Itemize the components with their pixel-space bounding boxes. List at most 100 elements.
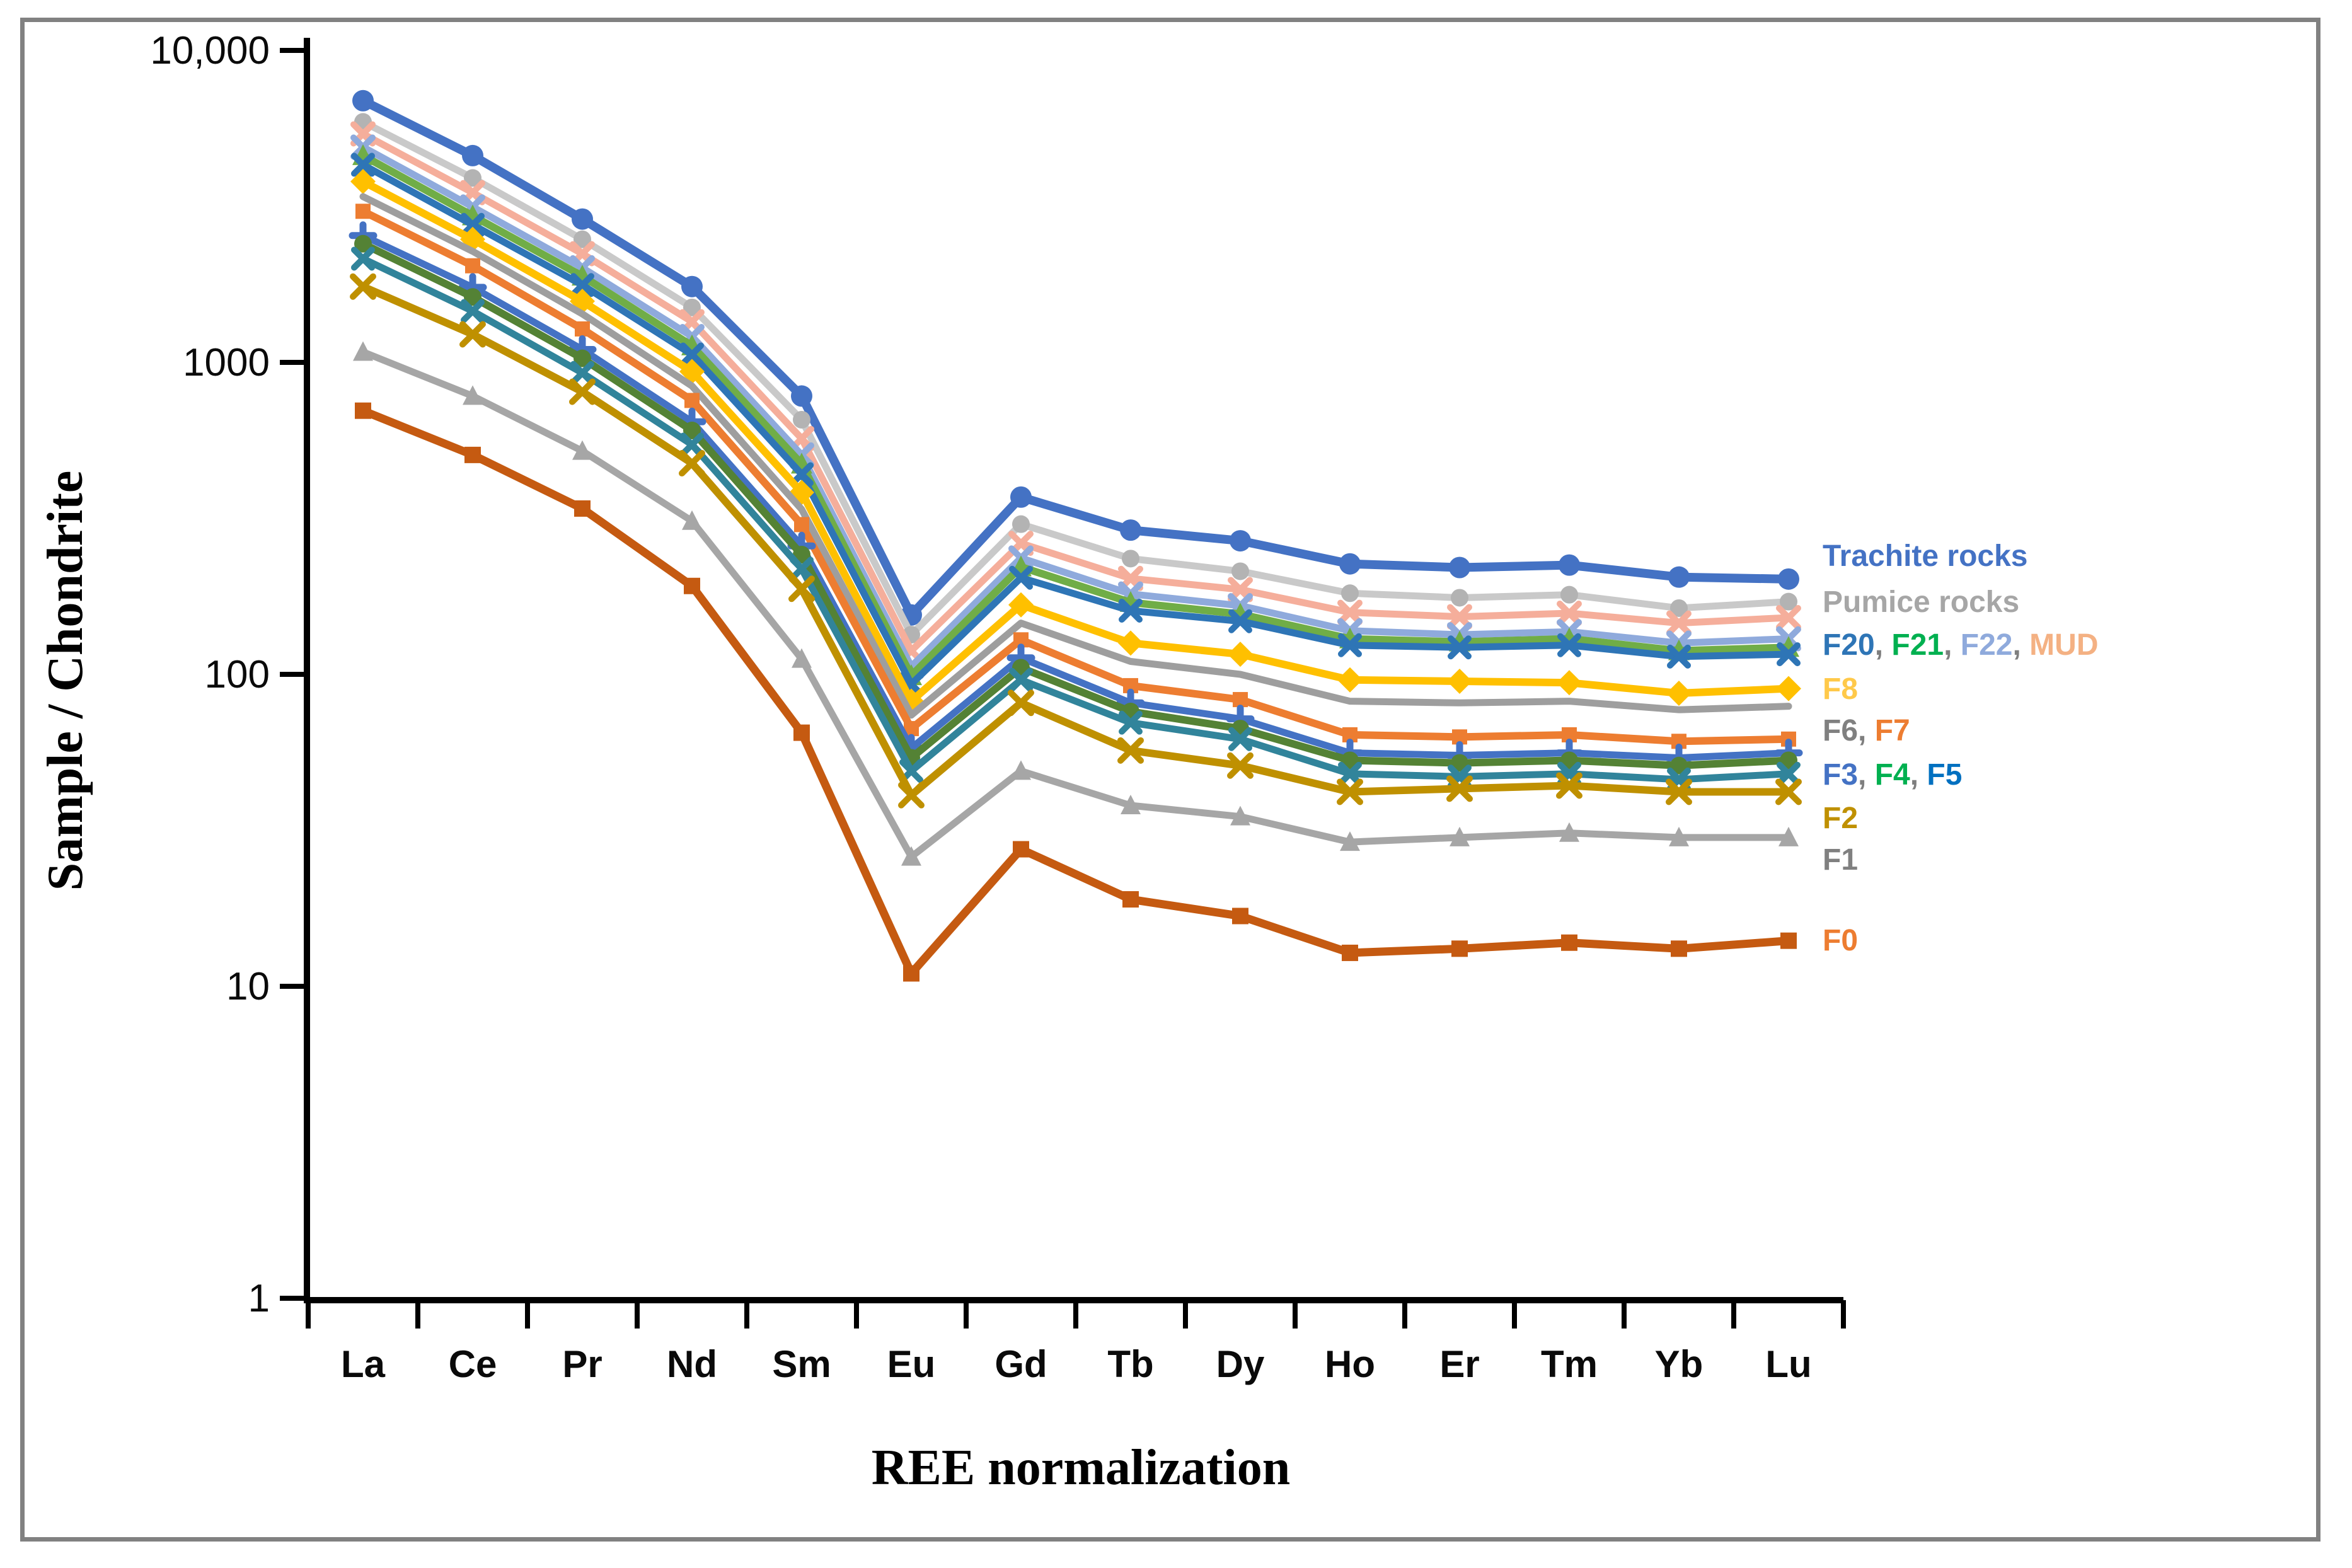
data-point-marker [790, 556, 814, 581]
data-point-marker [684, 393, 700, 408]
data-point-marker [1450, 826, 1470, 846]
series-f6 [359, 193, 1792, 719]
data-point-marker [788, 575, 815, 602]
data-point-marker [1121, 795, 1141, 815]
data-point-marker [1451, 589, 1468, 607]
data-point-marker [1559, 822, 1579, 842]
legend-label: F3 [1823, 758, 1858, 792]
legend-label: , [1875, 628, 1892, 662]
y-tick-label: 10,000 [150, 29, 270, 72]
legend-label: F1 [1823, 843, 1858, 877]
data-point-marker [1449, 556, 1470, 579]
data-point-marker [1341, 751, 1359, 770]
data-point-marker [570, 273, 594, 297]
legend-label: , [1944, 628, 1961, 662]
data-point-marker [351, 246, 375, 271]
data-point-marker [898, 781, 925, 809]
data-point-marker [1230, 530, 1251, 552]
series-line [359, 193, 1792, 719]
data-point-marker [1780, 932, 1797, 949]
legend-label: Pumice rocks [1823, 585, 2019, 619]
data-point-marker [680, 432, 704, 457]
series-f7 [355, 204, 1796, 749]
x-category-label: Pr [562, 1343, 602, 1385]
data-point-marker [794, 517, 809, 533]
data-point-marker [1228, 642, 1253, 667]
data-point-marker [1666, 778, 1692, 805]
x-axis-title: REE normalization [872, 1440, 1290, 1496]
data-point-marker [683, 298, 701, 316]
legend-row: F1 [1823, 843, 1858, 877]
data-point-marker [350, 169, 376, 195]
data-point-marker [1013, 841, 1029, 858]
series-line [359, 161, 1792, 688]
legend-label: F0 [1823, 924, 1858, 957]
data-point-marker [1122, 550, 1139, 568]
data-point-marker [683, 422, 701, 440]
data-point-marker [1119, 598, 1143, 623]
data-point-marker [1560, 751, 1578, 770]
legend-label: , [1910, 758, 1927, 792]
data-point-marker [1232, 908, 1248, 925]
data-point-marker [1338, 761, 1362, 786]
data-point-marker [793, 724, 810, 741]
series-line [359, 239, 1792, 770]
legend-label: F4 [1875, 758, 1910, 792]
series-pumice-rocks [354, 113, 1797, 644]
series-f5 [351, 246, 1801, 792]
data-point-marker [1120, 519, 1141, 541]
data-point-marker [1557, 633, 1581, 657]
series-f1 [353, 341, 1799, 866]
x-category-label: Tm [1541, 1343, 1598, 1385]
data-point-marker [1008, 689, 1034, 717]
data-point-marker [1557, 601, 1582, 626]
data-point-marker [463, 385, 483, 405]
legend-label: MUD [2029, 628, 2098, 662]
legend-label: F20 [1823, 628, 1875, 662]
data-point-marker [1451, 940, 1468, 957]
series-line [359, 207, 1792, 746]
data-point-marker [1777, 761, 1801, 786]
legend-row: F2 [1823, 802, 1858, 835]
figure-border [20, 18, 2320, 1542]
data-point-marker [355, 402, 371, 419]
data-point-marker [574, 500, 591, 517]
data-point-marker [1561, 934, 1577, 951]
data-point-marker [793, 410, 810, 429]
y-tick-label: 10 [226, 965, 270, 1008]
series-line [359, 96, 1793, 620]
data-point-marker [461, 299, 485, 323]
data-point-marker [1778, 568, 1799, 590]
data-point-marker [1342, 944, 1358, 961]
data-point-marker [572, 440, 592, 460]
legend-label: , [1858, 714, 1875, 747]
data-point-marker [1230, 805, 1250, 826]
data-point-marker [574, 349, 591, 367]
data-point-marker [1776, 676, 1801, 701]
data-point-marker [1013, 632, 1029, 648]
data-point-marker [1446, 775, 1473, 802]
data-point-marker [1447, 669, 1472, 695]
series-f21 [352, 144, 1799, 686]
legend-label: Trachite rocks [1823, 539, 2028, 573]
data-point-marker [1776, 604, 1801, 630]
data-point-marker [461, 212, 485, 237]
data-point-marker [790, 462, 814, 487]
data-point-marker [1778, 826, 1799, 846]
data-point-marker [352, 89, 374, 112]
series-f2 [350, 273, 1802, 809]
legend-row: F20, F21, F22, MUD [1823, 628, 2098, 662]
series-line [359, 348, 1792, 861]
data-point-marker [903, 965, 919, 982]
data-point-marker [1012, 515, 1030, 533]
data-point-marker [1557, 670, 1582, 696]
data-point-marker [1559, 554, 1580, 576]
data-point-marker [355, 204, 371, 219]
data-point-marker [465, 258, 480, 274]
series-f4 [354, 234, 1797, 775]
data-point-marker [1671, 940, 1687, 957]
data-point-marker [1009, 565, 1033, 590]
x-category-label: Ce [449, 1343, 497, 1385]
data-point-marker [1337, 778, 1363, 805]
